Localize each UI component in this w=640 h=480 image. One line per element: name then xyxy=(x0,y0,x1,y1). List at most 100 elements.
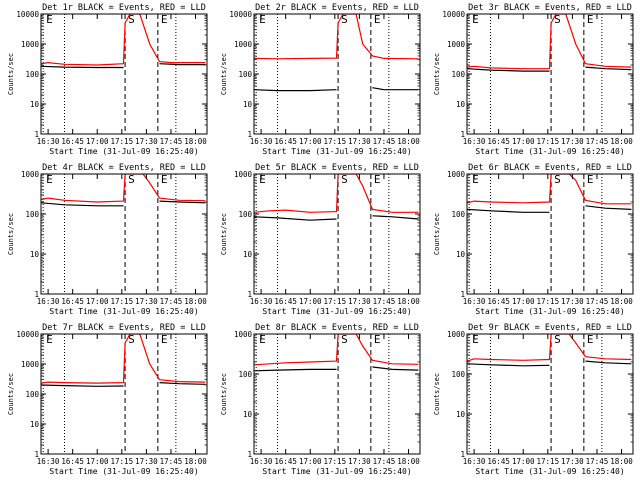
x-tick-label: 16:30 xyxy=(463,457,486,466)
events-series-line xyxy=(159,200,206,204)
detector-panel: Det 6r BLACK = Events, RED = LLD E S E 1 10 10… xyxy=(426,160,639,320)
x-tick-label: 17:45 xyxy=(586,137,609,146)
x-tick-label: 17:45 xyxy=(586,457,609,466)
x-tick-label: 17:15 xyxy=(324,457,347,466)
x-tick-label: 17:00 xyxy=(86,137,109,146)
y-tick-label: 1000 xyxy=(234,170,253,179)
x-tick-label: 16:45 xyxy=(487,137,510,146)
chart-title: Det 3r BLACK = Events, RED = LLD xyxy=(468,3,632,13)
marker-label: S xyxy=(341,333,348,346)
y-axis-label: Counts/sec xyxy=(220,213,228,255)
y-tick-label: 1000 xyxy=(447,330,466,339)
x-axis-label: Start Time (31-Jul-09 16:25:40) xyxy=(49,307,198,316)
x-tick-label: 18:00 xyxy=(610,297,633,306)
y-tick-label: 1000 xyxy=(234,330,253,339)
y-tick-label: 100 xyxy=(25,390,39,399)
x-tick-label: 17:00 xyxy=(299,457,322,466)
y-axis-label: Counts/sec xyxy=(433,373,441,415)
x-tick-label: 18:00 xyxy=(397,137,420,146)
x-tick-label: 16:30 xyxy=(250,457,273,466)
y-axis-label: Counts/sec xyxy=(220,373,228,415)
marker-label: S xyxy=(341,173,348,186)
x-tick-label: 17:30 xyxy=(135,297,158,306)
x-tick-label: 17:30 xyxy=(348,457,371,466)
marker-label: E xyxy=(46,173,53,186)
y-tick-label: 100 xyxy=(451,370,465,379)
lld-series-line xyxy=(467,334,632,362)
x-tick-label: 16:45 xyxy=(61,297,84,306)
marker-label: E xyxy=(587,173,594,186)
chart-title: Det 7r BLACK = Events, RED = LLD xyxy=(42,323,206,333)
lld-series-line xyxy=(254,14,419,60)
x-tick-label: 17:15 xyxy=(537,297,560,306)
x-tick-label: 17:15 xyxy=(111,297,134,306)
y-tick-label: 10 xyxy=(30,420,40,429)
x-tick-label: 16:45 xyxy=(61,137,84,146)
y-tick-label: 100 xyxy=(451,210,465,219)
chart-title: Det 1r BLACK = Events, RED = LLD xyxy=(42,3,206,13)
x-tick-label: 17:00 xyxy=(86,297,109,306)
y-tick-label: 10 xyxy=(456,410,466,419)
lld-series-line xyxy=(254,174,419,213)
x-tick-label: 18:00 xyxy=(610,137,633,146)
x-tick-label: 16:30 xyxy=(250,297,273,306)
x-tick-label: 17:15 xyxy=(324,137,347,146)
y-tick-label: 10 xyxy=(243,250,253,259)
events-series-line xyxy=(159,382,206,385)
x-tick-label: 16:45 xyxy=(274,137,297,146)
x-tick-label: 17:45 xyxy=(373,137,396,146)
x-tick-label: 17:45 xyxy=(160,457,183,466)
plot-frame xyxy=(253,13,421,135)
plot-frame xyxy=(466,173,634,295)
marker-label: E xyxy=(46,333,53,346)
plot-frame xyxy=(466,13,634,135)
y-tick-label: 10 xyxy=(30,250,40,259)
y-tick-label: 10 xyxy=(243,100,253,109)
plot-frame xyxy=(253,333,421,455)
x-tick-label: 16:30 xyxy=(37,457,60,466)
x-axis-label: Start Time (31-Jul-09 16:25:40) xyxy=(262,467,411,476)
plot-frame xyxy=(40,333,208,455)
events-series-line xyxy=(159,63,206,66)
y-tick-label: 1000 xyxy=(447,40,466,49)
x-tick-label: 16:45 xyxy=(274,457,297,466)
x-tick-label: 17:45 xyxy=(586,297,609,306)
marker-label: S xyxy=(554,173,561,186)
plot-frame xyxy=(40,173,208,295)
y-axis-label: Counts/sec xyxy=(433,53,441,95)
events-series-line xyxy=(41,202,124,207)
y-tick-label: 1000 xyxy=(21,170,40,179)
detector-panel: Det 4r BLACK = Events, RED = LLD E S E 1 10 10… xyxy=(0,160,213,320)
y-tick-label: 1 xyxy=(460,450,465,459)
events-series-line xyxy=(254,89,337,92)
lld-series-line xyxy=(41,334,206,384)
x-axis-label: Start Time (31-Jul-09 16:25:40) xyxy=(49,467,198,476)
detector-panel: Det 1r BLACK = Events, RED = LLD E S E 1 10 10… xyxy=(0,0,213,160)
plot-frame xyxy=(466,333,634,455)
lld-series-line xyxy=(41,174,206,203)
y-tick-label: 10 xyxy=(456,250,466,259)
y-tick-label: 10000 xyxy=(229,10,252,19)
x-tick-label: 17:30 xyxy=(135,457,158,466)
chart-title: Det 4r BLACK = Events, RED = LLD xyxy=(42,163,206,173)
x-tick-label: 18:00 xyxy=(184,297,207,306)
y-tick-label: 1 xyxy=(247,130,252,139)
x-tick-label: 18:00 xyxy=(610,457,633,466)
x-tick-label: 18:00 xyxy=(397,457,420,466)
y-tick-label: 10 xyxy=(30,100,40,109)
x-axis-label: Start Time (31-Jul-09 16:25:40) xyxy=(262,307,411,316)
x-tick-label: 16:30 xyxy=(463,137,486,146)
events-series-line xyxy=(585,205,632,210)
marker-label: E xyxy=(259,13,266,26)
detector-panel: Det 9r BLACK = Events, RED = LLD E S E 1 10 10… xyxy=(426,320,639,480)
events-series-line xyxy=(467,68,550,72)
y-tick-label: 10000 xyxy=(16,330,39,339)
y-tick-label: 1 xyxy=(460,290,465,299)
